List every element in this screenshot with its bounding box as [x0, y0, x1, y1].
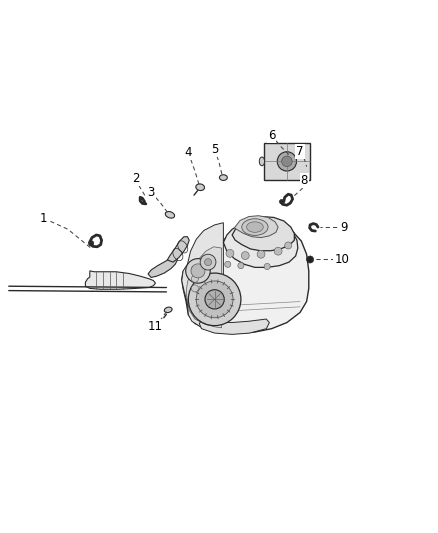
Ellipse shape — [259, 157, 265, 166]
Circle shape — [200, 254, 216, 270]
Ellipse shape — [242, 219, 268, 236]
Circle shape — [264, 263, 270, 270]
Circle shape — [274, 247, 282, 255]
Ellipse shape — [165, 212, 175, 218]
Circle shape — [225, 261, 231, 268]
Polygon shape — [182, 223, 309, 333]
Circle shape — [285, 242, 292, 249]
Text: 3: 3 — [148, 185, 155, 198]
Circle shape — [277, 152, 297, 171]
Circle shape — [226, 249, 234, 257]
Text: 2: 2 — [132, 172, 140, 185]
Polygon shape — [148, 257, 177, 278]
Text: 1: 1 — [40, 212, 48, 225]
Polygon shape — [167, 237, 189, 262]
Text: 10: 10 — [334, 253, 349, 266]
Text: 11: 11 — [148, 320, 163, 334]
Ellipse shape — [219, 175, 227, 181]
Circle shape — [191, 265, 198, 273]
Text: 6: 6 — [268, 128, 276, 142]
Circle shape — [205, 259, 212, 265]
Ellipse shape — [247, 222, 263, 232]
Text: 9: 9 — [340, 221, 348, 233]
Ellipse shape — [164, 307, 172, 312]
Circle shape — [188, 273, 241, 326]
Circle shape — [241, 252, 249, 260]
Circle shape — [191, 275, 198, 282]
Circle shape — [191, 264, 205, 278]
Circle shape — [186, 259, 210, 283]
Circle shape — [279, 199, 284, 204]
Polygon shape — [182, 223, 223, 332]
Circle shape — [88, 241, 94, 246]
Text: 8: 8 — [301, 174, 308, 187]
Polygon shape — [234, 216, 278, 238]
Text: 4: 4 — [184, 146, 192, 159]
Circle shape — [257, 251, 265, 258]
Polygon shape — [223, 220, 298, 268]
Circle shape — [191, 285, 198, 292]
Text: 5: 5 — [211, 143, 218, 156]
Ellipse shape — [196, 184, 205, 190]
Polygon shape — [186, 247, 222, 328]
Circle shape — [196, 281, 233, 318]
Circle shape — [238, 263, 244, 269]
Circle shape — [282, 156, 292, 167]
Text: 7: 7 — [296, 146, 304, 158]
Circle shape — [307, 256, 314, 263]
FancyBboxPatch shape — [264, 143, 310, 180]
Polygon shape — [199, 319, 269, 334]
Polygon shape — [232, 216, 294, 251]
Polygon shape — [85, 271, 155, 289]
Circle shape — [205, 290, 224, 309]
